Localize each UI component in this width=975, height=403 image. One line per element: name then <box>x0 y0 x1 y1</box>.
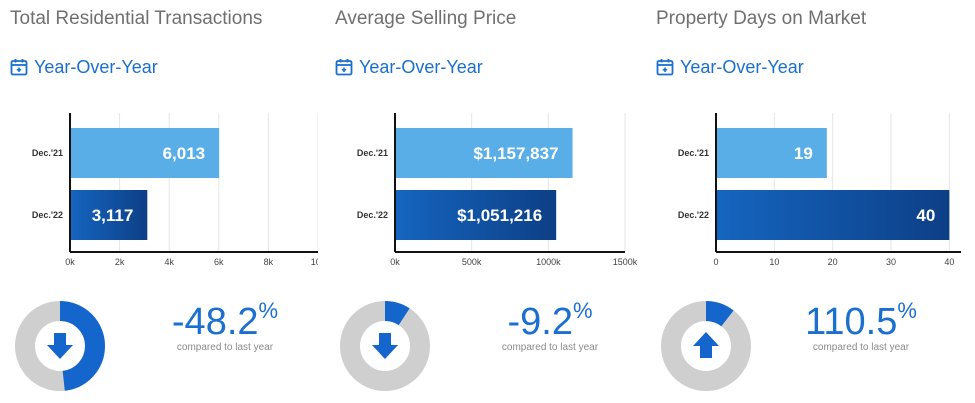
change-donut <box>340 301 430 391</box>
x-tick-label: 500k <box>462 257 482 267</box>
change-note: compared to last year <box>176 342 274 353</box>
change-percent: -48.2% <box>145 300 305 344</box>
change-percent: 110.5% <box>781 300 941 344</box>
bar <box>70 128 220 178</box>
data-label: $1,157,837 <box>473 144 558 163</box>
change-summary: -9.2% compared to last year <box>470 300 630 354</box>
data-label: 3,117 <box>92 206 134 225</box>
change-summary: -48.2% compared to last year <box>145 300 305 354</box>
bar-chart: 0 10 20 30 40 Dec.'21 19 Dec.'22 40 <box>678 113 961 267</box>
arrow-down-icon <box>47 333 73 359</box>
period-label: Year-Over-Year <box>34 56 158 77</box>
arrow-up-icon <box>693 332 719 358</box>
period-selector[interactable]: Year-Over-Year <box>656 55 804 79</box>
data-label: 6,013 <box>163 144 206 163</box>
bar <box>395 190 557 240</box>
category-label: Dec.'22 <box>678 210 709 220</box>
period-selector[interactable]: Year-Over-Year <box>10 55 158 79</box>
category-label: Dec.'21 <box>678 148 709 158</box>
change-percent: -9.2% <box>470 300 630 344</box>
category-label: Dec.'21 <box>357 148 388 158</box>
x-tick-label: 1500k <box>613 257 638 267</box>
calendar-icon <box>656 59 674 76</box>
period-selector[interactable]: Year-Over-Year <box>335 55 483 79</box>
bar-chart: 0k 2k 4k 6k 8k 10k Dec.'21 6,013 Dec.'22 3,117 <box>32 113 318 267</box>
change-summary: 110.5% compared to last year <box>781 300 941 354</box>
category-label: Dec.'22 <box>32 210 63 220</box>
change-unit: % <box>897 298 917 323</box>
donut-fill <box>15 301 105 391</box>
x-tick-label: 6k <box>214 257 224 267</box>
x-tick-label: 4k <box>164 257 174 267</box>
calendar-icon <box>335 59 353 76</box>
x-tick-label: 0k <box>390 257 400 267</box>
change-value: -9.2 <box>507 301 573 343</box>
change-value: -48.2 <box>171 301 259 343</box>
change-note: compared to last year <box>501 342 599 353</box>
bar <box>716 128 827 178</box>
bar <box>70 190 148 240</box>
panel-title: Total Residential Transactions <box>10 8 263 29</box>
change-value: 110.5 <box>805 301 898 343</box>
panel-transactions: Total Residential Transactions Year-Over… <box>0 0 318 403</box>
donut-fill <box>661 301 751 391</box>
donut-fill <box>340 301 430 391</box>
category-label: Dec.'21 <box>32 148 63 158</box>
data-label: 19 <box>794 144 813 163</box>
x-tick-label: 0 <box>713 257 718 267</box>
x-tick-label: 40 <box>944 257 954 267</box>
x-tick-label: 20 <box>828 257 838 267</box>
x-tick-label: 10k <box>311 257 318 267</box>
bar-chart: 0k 500k 1000k 1500k Dec.'21 $1,157,837 Dec.'22… <box>357 113 638 267</box>
calendar-icon <box>10 59 28 76</box>
data-label: $1,051,216 <box>457 206 542 225</box>
x-tick-label: 0k <box>65 257 75 267</box>
data-label: 40 <box>916 206 935 225</box>
change-unit: % <box>258 298 279 323</box>
period-label: Year-Over-Year <box>680 56 804 77</box>
category-label: Dec.'22 <box>357 210 388 220</box>
change-donut <box>15 301 105 391</box>
x-tick-label: 2k <box>115 257 125 267</box>
change-note: compared to last year <box>812 342 910 353</box>
panel-selling-price: Average Selling Price Year-Over-Year 0k 5… <box>325 0 643 403</box>
x-tick-label: 10 <box>769 257 779 267</box>
x-tick-label: 8k <box>264 257 274 267</box>
arrow-down-icon <box>372 333 398 359</box>
period-label: Year-Over-Year <box>359 56 483 77</box>
panel-title: Average Selling Price <box>335 8 517 29</box>
x-tick-label: 30 <box>886 257 896 267</box>
bar <box>395 128 573 178</box>
panel-title: Property Days on Market <box>656 8 867 29</box>
change-unit: % <box>572 298 593 323</box>
bar <box>716 190 950 240</box>
change-donut <box>661 301 751 391</box>
x-tick-label: 1000k <box>536 257 561 267</box>
panel-days-on-market: Property Days on Market Year-Over-Year 0… <box>646 0 964 403</box>
